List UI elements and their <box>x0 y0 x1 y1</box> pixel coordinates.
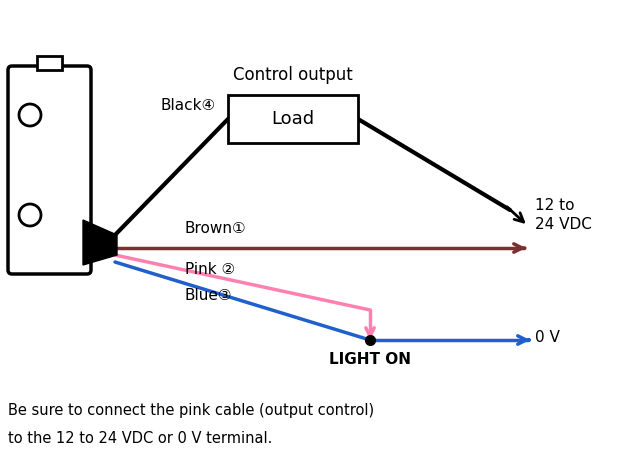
Polygon shape <box>83 220 117 265</box>
Text: Control output: Control output <box>233 66 353 84</box>
Text: 12 to
24 VDC: 12 to 24 VDC <box>535 197 592 233</box>
Text: to the 12 to 24 VDC or 0 V terminal.: to the 12 to 24 VDC or 0 V terminal. <box>8 431 273 446</box>
Bar <box>37 56 62 70</box>
Text: Black④: Black④ <box>160 98 215 113</box>
Text: 0 V: 0 V <box>535 331 560 346</box>
Text: Be sure to connect the pink cable (output control): Be sure to connect the pink cable (outpu… <box>8 402 374 417</box>
Text: Blue③: Blue③ <box>185 287 232 303</box>
Text: Pink ②: Pink ② <box>185 263 235 278</box>
FancyBboxPatch shape <box>8 66 91 274</box>
Text: Brown①: Brown① <box>185 220 247 235</box>
Bar <box>228 95 358 143</box>
Text: Load: Load <box>271 110 315 128</box>
Text: LIGHT ON: LIGHT ON <box>329 353 411 368</box>
